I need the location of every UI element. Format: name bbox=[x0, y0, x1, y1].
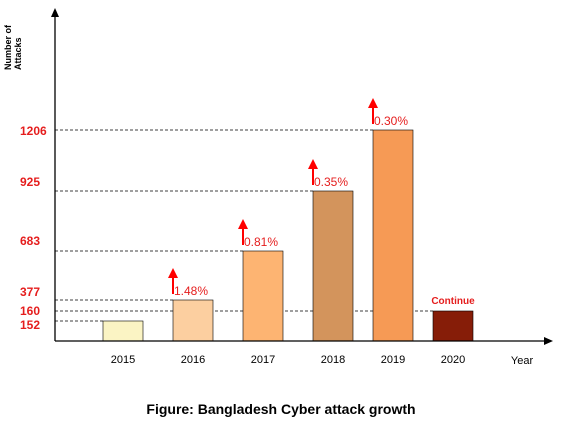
bar-2018 bbox=[312, 190, 354, 342]
y-axis-title-line2: Attacks bbox=[13, 37, 23, 70]
y-axis-title-line1: Number of bbox=[3, 24, 13, 70]
x-axis-arrowhead bbox=[544, 337, 553, 345]
figure-caption: Figure: Bangladesh Cyber attack growth bbox=[146, 401, 416, 417]
bar-2020 bbox=[432, 310, 474, 342]
y-tick-label: 160 bbox=[20, 304, 40, 318]
bars bbox=[102, 129, 474, 342]
growth-label: 1.48% bbox=[174, 284, 208, 298]
x-tick-label: 2016 bbox=[181, 354, 205, 366]
y-axis-title: Number of Attacks bbox=[3, 24, 23, 70]
y-tick-label: 377 bbox=[20, 285, 40, 299]
bar-2019 bbox=[372, 129, 414, 342]
growth-arrowhead bbox=[168, 268, 178, 278]
bar-2017 bbox=[242, 250, 284, 342]
y-tick-label: 1206 bbox=[20, 124, 47, 138]
growth-label: 0.30% bbox=[374, 114, 408, 128]
y-tick-label: 152 bbox=[20, 318, 40, 332]
reference-lines bbox=[55, 129, 433, 322]
growth-label: 0.81% bbox=[244, 235, 278, 249]
x-tick-labels: 2015 2016 2017 2018 2019 2020 bbox=[111, 354, 465, 366]
y-tick-label: 925 bbox=[20, 175, 40, 189]
bar-2015 bbox=[102, 320, 144, 342]
x-axis-title: Year bbox=[511, 355, 534, 367]
axes bbox=[51, 8, 553, 345]
x-tick-label: 2018 bbox=[321, 354, 345, 366]
growth-label: 0.35% bbox=[314, 175, 348, 189]
x-tick-label: 2017 bbox=[251, 354, 275, 366]
growth-arrowhead bbox=[238, 219, 248, 229]
bar-2016 bbox=[172, 299, 214, 342]
continue-label: Continue bbox=[431, 296, 475, 307]
x-tick-label: 2020 bbox=[441, 354, 465, 366]
x-tick-label: 2019 bbox=[381, 354, 405, 366]
growth-arrows bbox=[168, 98, 378, 294]
y-tick-label: 683 bbox=[20, 234, 40, 248]
growth-arrowhead bbox=[368, 98, 378, 108]
y-axis-arrowhead bbox=[51, 8, 59, 17]
x-tick-label: 2015 bbox=[111, 354, 135, 366]
bar-labels: 1.48% 0.81% 0.35% 0.30% Continue bbox=[174, 114, 475, 307]
growth-arrowhead bbox=[308, 159, 318, 169]
